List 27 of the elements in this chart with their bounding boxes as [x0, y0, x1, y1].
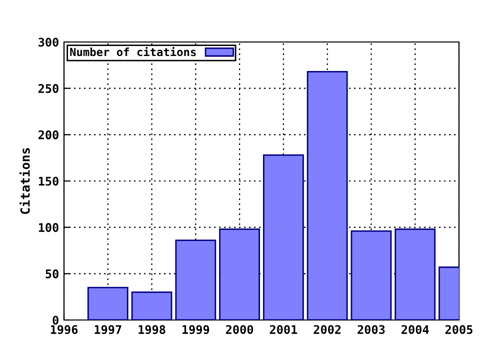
x-tick-label: 1996: [50, 325, 78, 334]
bar: [263, 154, 304, 320]
bar: [87, 286, 128, 320]
bar: [350, 230, 392, 320]
bar: [306, 70, 348, 320]
bar: [219, 228, 260, 320]
x-tick-label: 2005: [445, 325, 472, 334]
x-tick-label: 2004: [402, 325, 429, 334]
x-tick-label: 1997: [94, 325, 122, 334]
y-tick-label: 150: [38, 176, 58, 186]
bar: [175, 240, 216, 320]
y-tick-label: 50: [46, 269, 58, 278]
x-tick-label: 2001: [270, 325, 298, 334]
y-axis-title: Citations: [20, 148, 30, 214]
x-tick-label: 2003: [358, 325, 385, 334]
bar: [131, 292, 172, 320]
y-tick-label: 200: [38, 130, 58, 140]
y-tick-label: 100: [38, 223, 58, 232]
bar: [394, 228, 436, 320]
legend-label: Number of citations: [70, 46, 196, 56]
x-tick-label: 1998: [138, 325, 166, 334]
x-tick-label: 1999: [182, 325, 210, 334]
y-tick-label: 0: [52, 316, 58, 325]
y-tick-label: 250: [38, 84, 58, 93]
x-tick-label: 2000: [226, 325, 254, 334]
y-tick-label: 300: [38, 38, 58, 47]
x-tick-label: 2002: [314, 325, 341, 334]
